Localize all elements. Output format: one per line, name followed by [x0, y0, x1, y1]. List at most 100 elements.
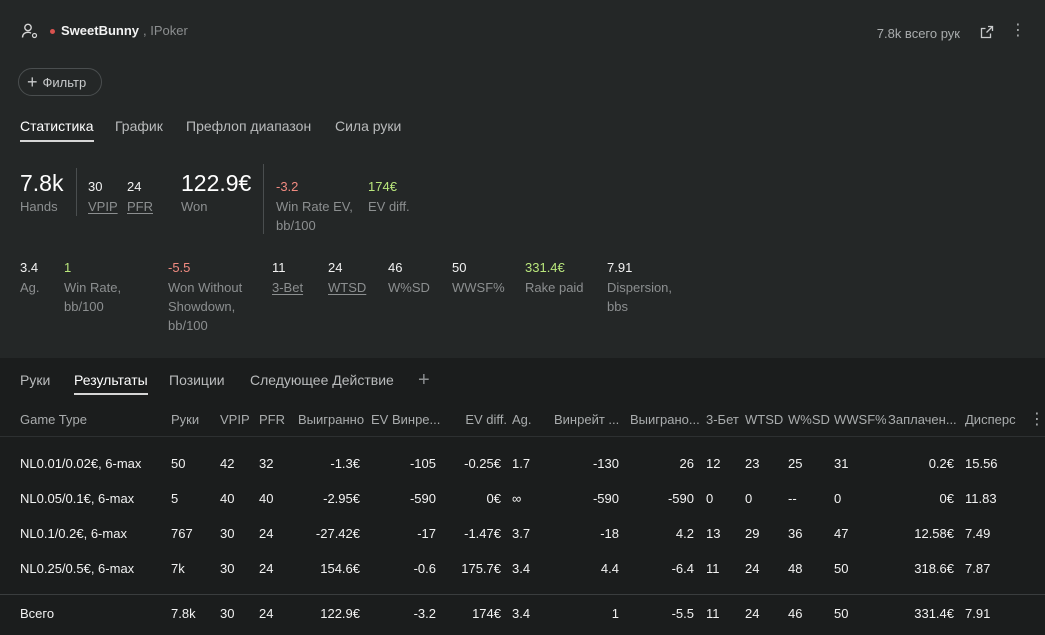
table-cell: -2.95€ [323, 491, 360, 506]
column-header[interactable]: Заплачен... [888, 412, 957, 427]
table-cell: -130 [592, 456, 619, 471]
filter-button[interactable]: + Фильтр [18, 68, 102, 96]
tab-preflop-range[interactable]: Префлоп диапазон [186, 118, 312, 134]
total-cell: 24 [745, 606, 760, 621]
tab-next-action[interactable]: Следующее Действие [250, 372, 394, 388]
table-cell: 24 [259, 561, 274, 576]
table-cell: ∞ [512, 491, 522, 506]
table-cell: 15.56 [965, 456, 998, 471]
tab-positions[interactable]: Позиции [169, 372, 225, 388]
wsd-label: W%SD [388, 280, 430, 295]
table-cell: 7.49 [965, 526, 991, 541]
table-cell: 26 [679, 456, 694, 471]
poker-room: , IPoker [143, 23, 188, 38]
column-header[interactable]: EV diff. [465, 412, 507, 427]
more-menu-icon[interactable]: ⋮ [1010, 22, 1026, 39]
table-cell: -17 [417, 526, 436, 541]
table-cell: 29 [745, 526, 760, 541]
table-cell: -105 [409, 456, 436, 471]
user-settings-icon[interactable] [21, 22, 39, 40]
table-cell: 7k [171, 561, 185, 576]
column-header[interactable]: Руки [171, 412, 200, 427]
table-cell: 0 [706, 491, 714, 506]
column-header[interactable]: Выиграно... [630, 412, 700, 427]
column-header[interactable]: Винрейт ... [554, 412, 620, 427]
rake-value: 331.4€ [525, 260, 565, 275]
table-cell: 47 [834, 526, 849, 541]
table-cell: 12.58€ [914, 526, 954, 541]
total-cell: 46 [788, 606, 803, 621]
wwsd-label: Won Without [168, 280, 243, 295]
hands-label: Hands [20, 199, 58, 214]
pfr-label[interactable]: PFR [127, 199, 153, 214]
column-header[interactable]: Дисперс [965, 412, 1016, 427]
total-cell: 122.9€ [320, 606, 360, 621]
column-header[interactable]: W%SD [788, 412, 830, 427]
total-cell: 30 [220, 606, 235, 621]
won-label: Won [181, 199, 208, 214]
total-hands-label: 7.8k всего рук [876, 26, 960, 41]
column-header[interactable]: VPIP [220, 412, 250, 427]
3bet-label[interactable]: 3-Bet [272, 280, 304, 295]
wtsd-label[interactable]: WTSD [328, 280, 367, 295]
table-cell: 0.2€ [928, 456, 954, 471]
total-cell: -5.5 [671, 606, 694, 621]
column-header[interactable]: PFR [259, 412, 285, 427]
table-cell: -1.3€ [330, 456, 360, 471]
tab-results[interactable]: Результаты [74, 372, 148, 395]
table-cell: -590 [667, 491, 694, 506]
total-cell: 1 [611, 606, 619, 621]
table-cell: -590 [409, 491, 436, 506]
add-tab-icon[interactable]: + [418, 369, 430, 391]
dispersion-value: 7.91 [607, 260, 633, 275]
column-header[interactable]: Ag. [512, 412, 532, 427]
won-value: 122.9€ [181, 170, 252, 196]
column-header[interactable]: Game Type [20, 412, 87, 427]
column-header[interactable]: WTSD [745, 412, 783, 427]
header-divider [0, 436, 1045, 437]
tab-statistics[interactable]: Статистика [20, 118, 94, 142]
ag-label: Ag. [20, 280, 40, 295]
ev-diff-label: EV diff. [368, 199, 410, 214]
win-rate-ev-label: Win Rate EV, [276, 199, 353, 214]
table-cell: 24 [745, 561, 760, 576]
column-header[interactable]: 3-Бет [706, 412, 739, 427]
table-cell: 0 [834, 491, 842, 506]
stats-panel [0, 0, 1045, 358]
table-cell: -0.6 [413, 561, 436, 576]
3bet-value: 11 [272, 260, 286, 275]
tab-hands[interactable]: Руки [20, 372, 51, 388]
column-header[interactable]: Выигранно [298, 412, 365, 427]
win-rate-ev-value: -3.2 [276, 179, 299, 194]
plus-icon: + [27, 72, 38, 92]
table-cell: -6.4 [671, 561, 694, 576]
game-type-cell: NL0.01/0.02€, 6-max [20, 456, 142, 471]
total-cell: 7.91 [965, 606, 991, 621]
game-type-cell: NL0.25/0.5€, 6-max [20, 561, 135, 576]
column-header[interactable]: EV Винре... [371, 412, 441, 427]
column-header[interactable]: WWSF% [834, 412, 886, 427]
table-cell: 767 [171, 526, 193, 541]
tab-graph[interactable]: График [115, 118, 163, 134]
table-cell: 11.83 [965, 491, 997, 506]
rake-label: Rake paid [525, 280, 584, 295]
table-cell: 4.2 [675, 526, 694, 541]
win-rate-unit: bb/100 [64, 299, 104, 314]
table-cell: 3.4 [512, 561, 531, 576]
table-cell: 31 [834, 456, 849, 471]
external-link-icon[interactable] [980, 25, 994, 39]
game-type-cell: NL0.05/0.1€, 6-max [20, 491, 135, 506]
total-cell: 174€ [472, 606, 501, 621]
total-cell: 3.4 [512, 606, 531, 621]
table-cell: 50 [834, 561, 849, 576]
table-cell: 3.7 [512, 526, 531, 541]
vpip-value: 30 [88, 179, 103, 194]
win-rate-label: Win Rate, [64, 280, 122, 295]
wtsd-value: 24 [328, 260, 343, 275]
vpip-label[interactable]: VPIP [88, 199, 118, 214]
table-cell: 42 [220, 456, 235, 471]
player-name[interactable]: SweetBunny [61, 23, 140, 38]
total-cell: 11 [706, 606, 720, 621]
column-menu-icon[interactable]: ⋮ [1029, 411, 1045, 428]
tab-hand-strength[interactable]: Сила руки [335, 118, 402, 134]
